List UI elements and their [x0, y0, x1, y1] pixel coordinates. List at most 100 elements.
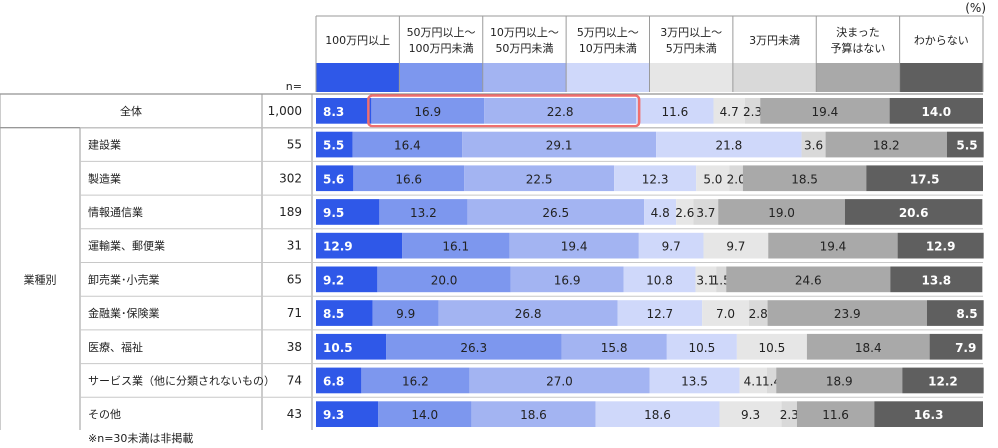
data-label: 5.0 [703, 172, 722, 186]
bar-segment [702, 300, 749, 326]
bar-segment [695, 266, 717, 293]
bar-segment [316, 367, 362, 394]
legend-label-4: 5万円以上～ 10万円未満 [577, 26, 639, 55]
bar-segment [736, 333, 807, 360]
data-label: 16.2 [402, 374, 429, 388]
legend-label-6: 3万円未満 [749, 34, 800, 47]
bar-segment [638, 232, 704, 259]
data-label: 3.1 [696, 273, 715, 287]
data-label: 16.6 [395, 172, 422, 186]
data-label: 9.2 [323, 273, 344, 287]
data-label: 14.0 [922, 105, 952, 119]
bar-segment [509, 232, 639, 259]
n-label: n= [286, 80, 302, 93]
data-label: 10.5 [323, 341, 353, 355]
row-n-value: 55 [287, 138, 302, 152]
bar-segment [484, 98, 637, 124]
bar-segment [718, 199, 845, 225]
bar-segment [372, 300, 439, 326]
bar-segment [703, 232, 769, 259]
data-label: 24.6 [795, 273, 822, 287]
row-n-value: 38 [287, 340, 302, 354]
footnote: ※n=30未満は非掲載 [88, 432, 194, 445]
data-label: 5.6 [323, 172, 344, 186]
bar-segment [510, 266, 624, 293]
bar-segment [726, 266, 891, 293]
data-label: 9.7 [726, 240, 745, 254]
bar-segment [386, 333, 562, 360]
data-label: 3.7 [696, 206, 715, 220]
data-label: 9.9 [396, 307, 415, 321]
data-label: 14.0 [411, 408, 438, 422]
data-label: 10.5 [689, 341, 716, 355]
bar-segment [614, 165, 697, 192]
data-label: 11.6 [822, 408, 849, 422]
bar-segment [719, 401, 782, 427]
data-label: 2.0 [727, 172, 746, 186]
data-label: 9.5 [323, 206, 344, 220]
data-label: 20.0 [431, 273, 458, 287]
data-label: 23.9 [834, 307, 861, 321]
data-label: 2.3 [780, 408, 799, 422]
bar-segment [716, 266, 727, 293]
legend-swatch-1 [316, 63, 400, 92]
bar-segment [623, 266, 696, 293]
bar-segment [462, 131, 657, 158]
data-label: 12.9 [926, 240, 956, 254]
data-label: 4.7 [720, 105, 739, 119]
bar-segment [748, 300, 768, 326]
data-label: 8.5 [323, 307, 344, 321]
bar-segment [926, 300, 984, 326]
bar-segment [766, 367, 777, 394]
bar-segment [844, 199, 983, 225]
bar-segment [656, 131, 802, 158]
bar-segment [353, 165, 465, 192]
bar-segment [438, 300, 618, 326]
legend-label-7: 決まった予算はない [830, 26, 885, 55]
data-label: 18.5 [791, 172, 818, 186]
data-label: 12.9 [323, 240, 353, 254]
row-label: 卸売業･小売業 [88, 272, 160, 286]
row-label: 製造業 [88, 171, 121, 185]
bar-segment [897, 232, 984, 259]
data-label: 2.6 [675, 206, 694, 220]
row-n-value: 1,000 [268, 104, 302, 118]
bar-segment [801, 131, 826, 158]
data-label: 4.1 [744, 374, 763, 388]
bar-segment [676, 199, 694, 225]
row-label: 医療、福祉 [88, 340, 143, 354]
row-n-value: 43 [287, 407, 302, 421]
bar-segment [890, 266, 983, 293]
data-label: 16.9 [554, 273, 581, 287]
data-label: 10.8 [646, 273, 673, 287]
data-label: 18.4 [855, 341, 882, 355]
data-label: 13.5 [681, 374, 708, 388]
data-label: 13.2 [410, 206, 437, 220]
data-label: 20.6 [899, 206, 929, 220]
row-label-total: 全体 [120, 104, 142, 118]
unit-label: (%) [965, 1, 986, 15]
bar-segment [316, 131, 353, 158]
row-label: サービス業（他に分類されないもの） [88, 374, 275, 387]
data-label: 4.8 [651, 206, 670, 220]
bar-segment [776, 367, 903, 394]
bar-segment [666, 333, 737, 360]
data-label: 16.3 [914, 408, 944, 422]
data-label: 7.0 [716, 307, 735, 321]
row-n-value: 189 [279, 205, 302, 219]
legend-label-1: 100万円以上 [325, 34, 390, 47]
bar-segment [649, 367, 740, 394]
row-n-value: 302 [279, 171, 302, 185]
bar-segment [561, 333, 667, 360]
data-label: 19.0 [768, 206, 795, 220]
data-label: 18.9 [826, 374, 853, 388]
bar-segment [767, 300, 927, 326]
bar-segment [471, 401, 596, 427]
data-label: 17.5 [910, 172, 940, 186]
bar-segment [946, 131, 984, 158]
bar-segment [825, 131, 947, 158]
bar-segment [316, 165, 354, 192]
data-label: 9.7 [662, 240, 681, 254]
legend-swatch-6 [732, 63, 817, 92]
legend-swatch-8 [899, 63, 983, 92]
